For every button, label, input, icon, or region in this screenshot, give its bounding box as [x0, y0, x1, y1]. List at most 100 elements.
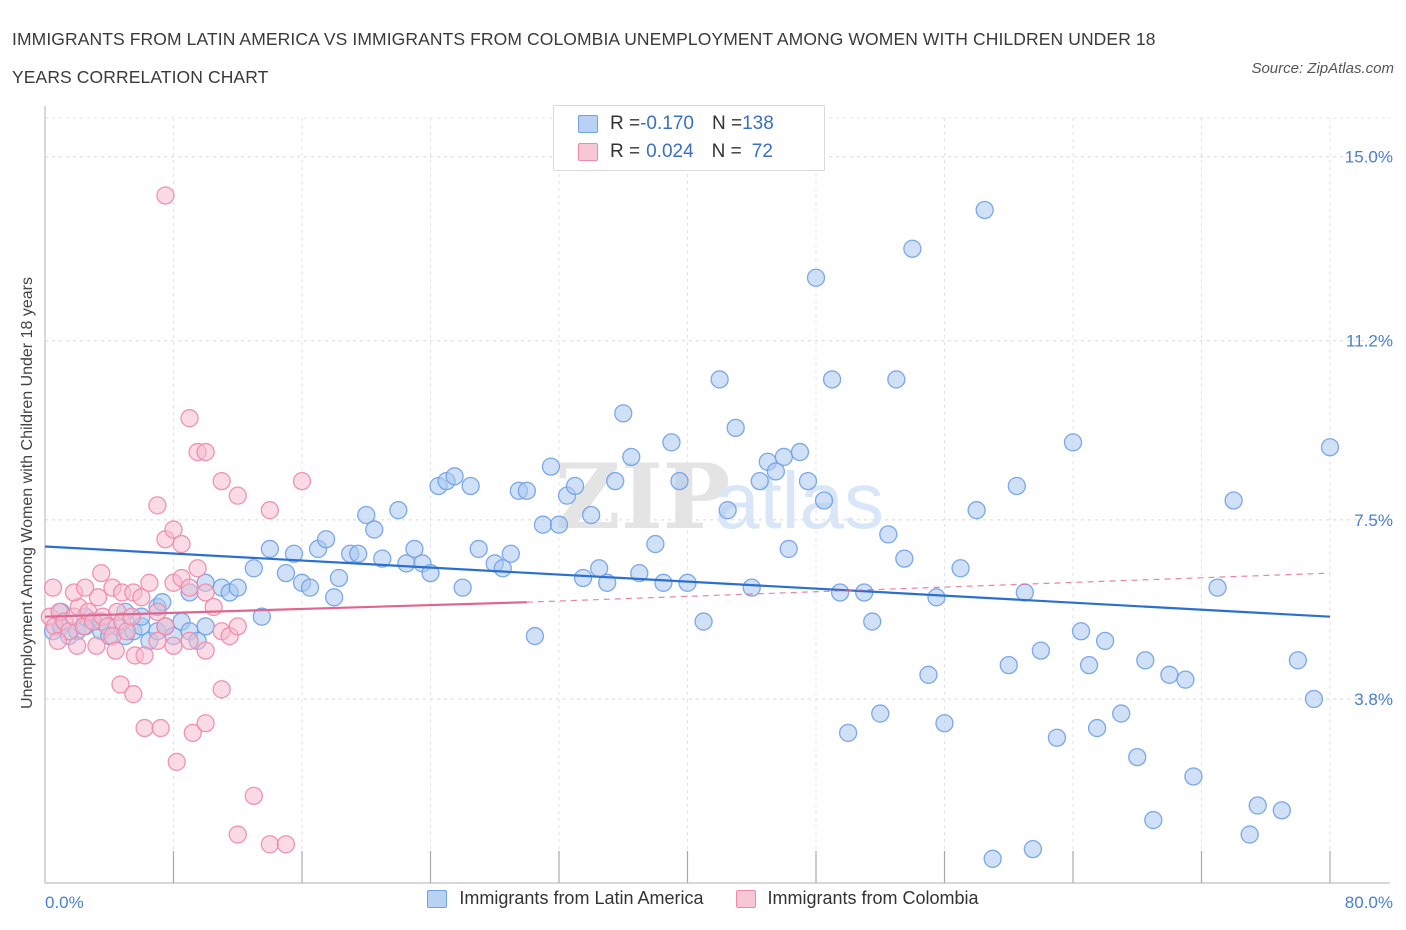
point-latin-america [935, 714, 954, 733]
point-latin-america [1079, 655, 1099, 675]
point-latin-america [389, 501, 408, 520]
point-latin-america [598, 573, 617, 592]
point-latin-america [1095, 631, 1115, 651]
point-colombia [260, 501, 280, 520]
r-value: 0.024 [646, 141, 694, 162]
legend-row-latin-america: R = -0.170 N = 138 [578, 110, 774, 138]
point-latin-america [405, 539, 424, 559]
n-value: 138 [742, 113, 774, 134]
x-tick-label: 0.0% [45, 893, 84, 912]
point-latin-america [766, 462, 785, 481]
point-latin-america [1128, 747, 1147, 767]
point-latin-america [1160, 665, 1179, 684]
y-tick-label: 15.0% [1345, 148, 1393, 167]
point-latin-america [742, 578, 761, 597]
point-latin-america [1240, 825, 1259, 844]
point-latin-america [630, 563, 649, 583]
point-latin-america [1063, 433, 1083, 452]
point-latin-america [750, 471, 769, 491]
point-latin-america [228, 578, 247, 597]
point-latin-america [349, 544, 368, 563]
point-latin-america [662, 433, 681, 452]
trend-lines [44, 545, 1331, 618]
point-latin-america [1023, 839, 1042, 859]
point-latin-america [1320, 438, 1340, 457]
point-latin-america [967, 501, 986, 520]
point-latin-america [1176, 670, 1195, 689]
point-latin-america [1136, 651, 1155, 670]
point-latin-america [1031, 641, 1051, 660]
point-colombia [212, 471, 231, 491]
point-latin-america [1184, 767, 1203, 786]
point-latin-america [1144, 810, 1163, 830]
point-latin-america [779, 539, 798, 559]
point-colombia [48, 631, 67, 651]
legend-item-latin-america[interactable]: Immigrants from Latin America [427, 888, 704, 909]
point-colombia [156, 186, 175, 205]
point-latin-america [469, 539, 488, 559]
axes [44, 106, 1390, 884]
point-colombia [151, 718, 170, 738]
point-latin-america [517, 481, 537, 500]
n-label: N = [711, 113, 743, 134]
point-colombia [148, 496, 167, 515]
point-latin-america [614, 404, 633, 423]
point-latin-america [565, 476, 585, 496]
point-colombia [92, 563, 111, 583]
point-latin-america [252, 607, 271, 626]
chart-source: Source: ZipAtlas.com [1251, 60, 1394, 77]
point-colombia [228, 825, 247, 844]
point-latin-america [1112, 704, 1131, 723]
point-latin-america [903, 239, 922, 258]
point-latin-america [365, 520, 384, 539]
r-value: -0.170 [640, 113, 694, 134]
point-colombia [135, 646, 154, 665]
point-colombia [135, 718, 154, 738]
point-latin-america [951, 559, 970, 578]
point-latin-america [654, 573, 673, 592]
point-latin-america [541, 457, 561, 476]
legend-label: Immigrants from Latin America [459, 888, 704, 908]
point-latin-america [549, 515, 569, 534]
trend-line-latin-america [44, 545, 1331, 618]
point-latin-america [525, 626, 545, 646]
point-latin-america [1304, 689, 1324, 709]
point-colombia [122, 607, 141, 626]
point-latin-america [919, 665, 938, 684]
point-latin-america [718, 501, 737, 520]
point-latin-america [694, 612, 713, 631]
watermark-atlas: atlas [715, 456, 884, 545]
legend-item-colombia[interactable]: Immigrants from Colombia [735, 888, 979, 909]
point-colombia [196, 583, 215, 602]
point-colombia [183, 723, 202, 743]
point-latin-america [887, 370, 906, 389]
point-colombia [172, 534, 191, 554]
point-colombia [180, 631, 199, 651]
point-latin-america [445, 467, 464, 486]
grid-lines [45, 117, 1390, 883]
point-latin-america [999, 655, 1018, 675]
point-colombia [180, 409, 199, 428]
point-latin-america [1208, 578, 1227, 597]
point-latin-america [774, 447, 794, 467]
point-colombia [88, 588, 108, 607]
point-latin-america [453, 578, 472, 597]
point-latin-america [1224, 491, 1243, 510]
watermark-zip: ZIP [555, 444, 730, 550]
point-colombia [140, 573, 159, 592]
chart-title: IMMIGRANTS FROM LATIN AMERICA VS IMMIGRA… [12, 29, 1156, 87]
point-latin-america [244, 559, 263, 578]
point-colombia [164, 636, 183, 655]
point-colombia [124, 685, 143, 704]
point-latin-america [1288, 651, 1308, 670]
point-colombia [196, 442, 215, 462]
point-colombia [148, 602, 167, 622]
point-latin-america [1007, 476, 1026, 496]
point-colombia [244, 786, 263, 805]
legend-label: Immigrants from Colombia [767, 888, 979, 908]
point-colombia [276, 835, 296, 854]
point-latin-america [284, 544, 304, 563]
series-legend: Immigrants from Latin America Immigrants… [0, 888, 1406, 909]
n-value: 72 [751, 141, 773, 162]
